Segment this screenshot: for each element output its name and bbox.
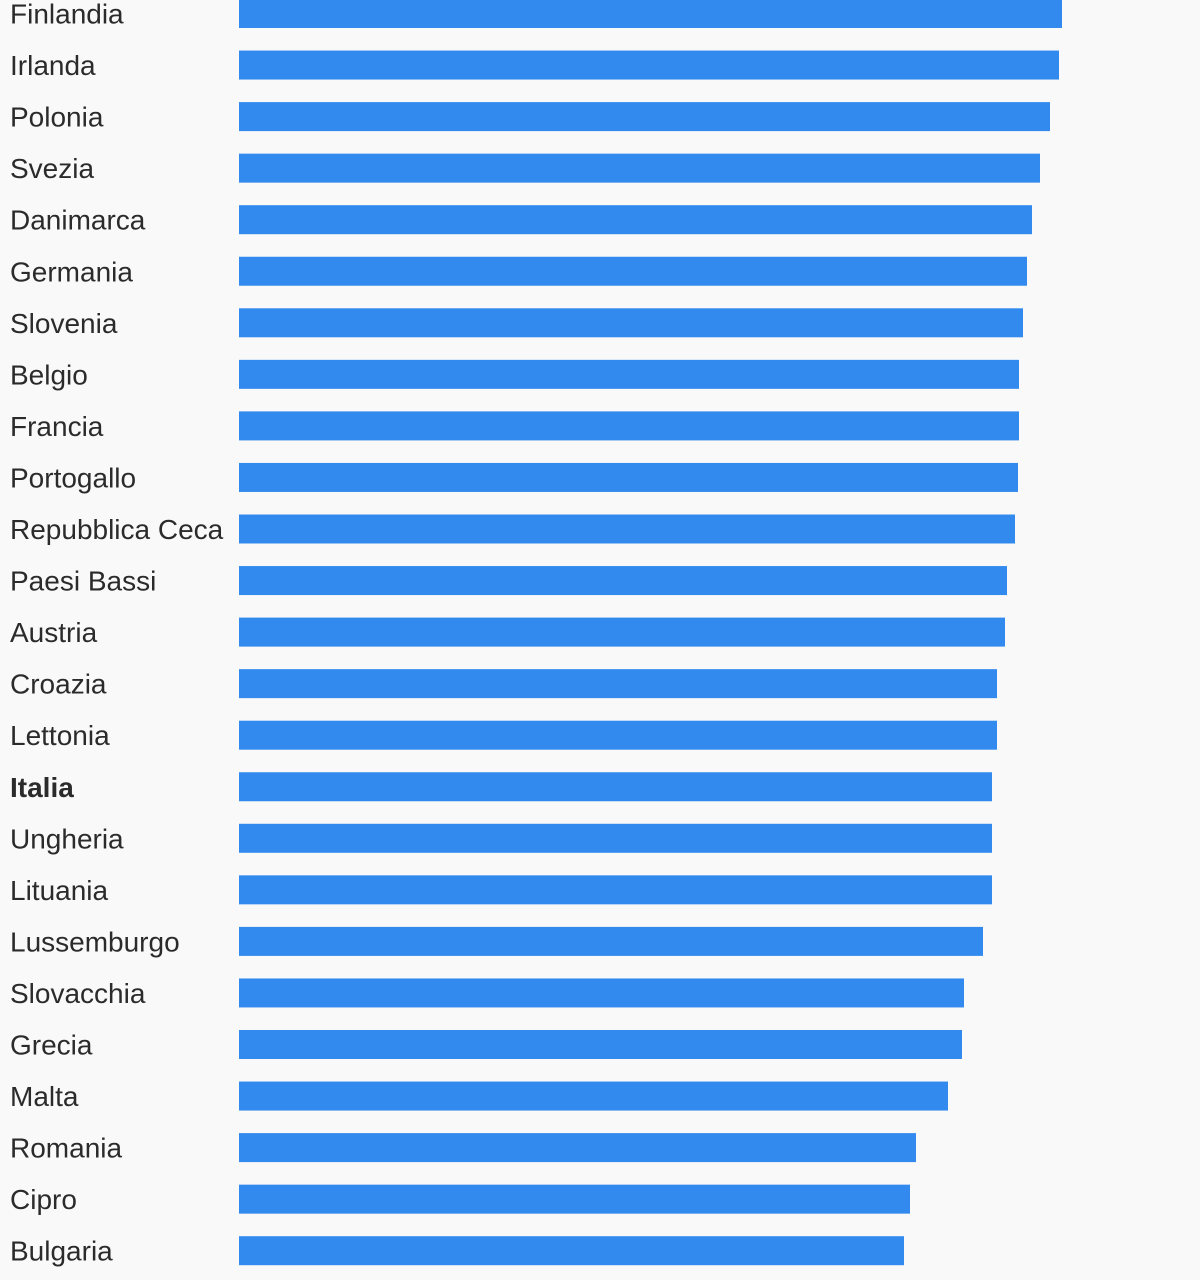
bar-lettonia bbox=[239, 720, 997, 750]
bar-lussemburgo bbox=[239, 926, 983, 956]
bar-polonia bbox=[239, 102, 1050, 132]
category-label-malta: Malta bbox=[10, 1081, 79, 1112]
bar-irlanda bbox=[239, 50, 1059, 80]
bar-danimarca bbox=[239, 205, 1032, 235]
category-label-belgio: Belgio bbox=[10, 359, 88, 390]
bar-austria bbox=[239, 617, 1005, 647]
category-label-finlandia: Finlandia bbox=[10, 0, 124, 30]
category-label-portogallo: Portogallo bbox=[10, 462, 136, 493]
bar-repubblica-ceca bbox=[239, 514, 1015, 544]
category-label-ungheria: Ungheria bbox=[10, 823, 124, 854]
bar-romania bbox=[239, 1133, 916, 1163]
bar-ungheria bbox=[239, 823, 992, 853]
bar-slovenia bbox=[239, 308, 1023, 338]
bar-italia bbox=[239, 772, 992, 802]
category-label-slovenia: Slovenia bbox=[10, 308, 118, 339]
category-label-lussemburgo: Lussemburgo bbox=[10, 926, 180, 957]
category-label-danimarca: Danimarca bbox=[10, 205, 146, 236]
category-label-svezia: Svezia bbox=[10, 153, 94, 184]
category-label-croazia: Croazia bbox=[10, 669, 107, 700]
bar-slovacchia bbox=[239, 978, 964, 1008]
category-label-lituania: Lituania bbox=[10, 875, 109, 906]
category-label-romania: Romania bbox=[10, 1133, 122, 1164]
category-label-grecia: Grecia bbox=[10, 1030, 93, 1061]
category-label-austria: Austria bbox=[10, 617, 98, 648]
category-label-lettonia: Lettonia bbox=[10, 720, 110, 751]
bar-portogallo bbox=[239, 462, 1018, 492]
bar-cipro bbox=[239, 1184, 910, 1214]
bar-lituania bbox=[239, 875, 992, 905]
category-label-bulgaria: Bulgaria bbox=[10, 1236, 113, 1267]
bar-paesi-bassi bbox=[239, 566, 1007, 596]
category-label-italia: Italia bbox=[10, 772, 74, 803]
category-labels: Finlandia Irlanda Polonia Svezia Danimarca Ge… bbox=[10, 0, 224, 1267]
category-label-slovacchia: Slovacchia bbox=[10, 978, 146, 1009]
bar-grecia bbox=[239, 1030, 962, 1059]
bar-bulgaria bbox=[239, 1236, 904, 1266]
category-label-repubblica-ceca: Repubblica Ceca bbox=[10, 514, 224, 545]
bars bbox=[239, 0, 1062, 1266]
bar-svezia bbox=[239, 153, 1040, 183]
category-label-cipro: Cipro bbox=[10, 1184, 77, 1215]
category-label-francia: Francia bbox=[10, 411, 104, 442]
category-label-germania: Germania bbox=[10, 256, 133, 287]
category-label-paesi-bassi: Paesi Bassi bbox=[10, 566, 156, 597]
category-label-polonia: Polonia bbox=[10, 102, 104, 133]
bar-finlandia bbox=[239, 0, 1062, 28]
category-label-irlanda: Irlanda bbox=[10, 50, 96, 81]
bar-croazia bbox=[239, 669, 997, 699]
bar-belgio bbox=[239, 359, 1019, 389]
bar-francia bbox=[239, 411, 1019, 441]
bar-germania bbox=[239, 256, 1027, 286]
bar-malta bbox=[239, 1081, 948, 1111]
